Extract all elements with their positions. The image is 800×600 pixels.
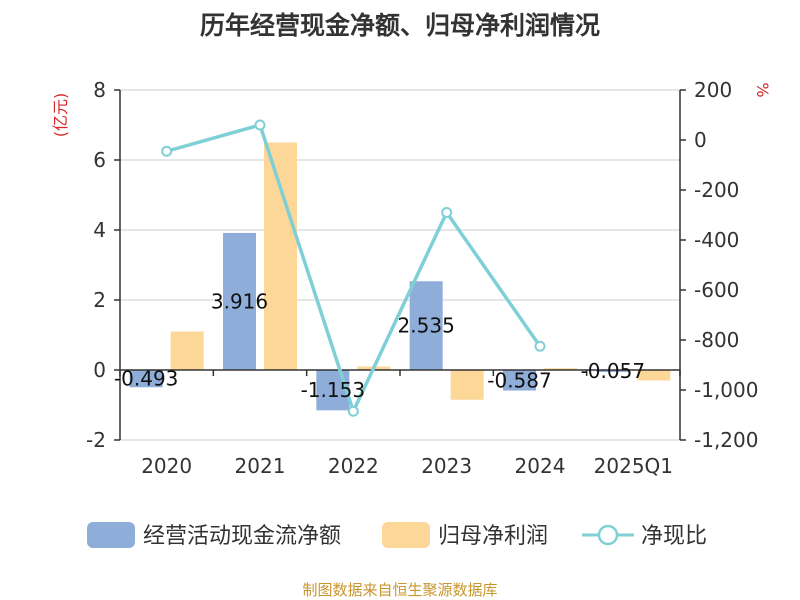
legend: 经营活动现金流净额 归母净利润 净现比 [87,522,707,549]
x-tick-label: 2024 [515,454,566,478]
legend-swatch-netprofit [382,522,430,548]
x-tick-label: 2021 [235,454,286,478]
x-tick-label: 2025Q1 [594,454,673,478]
bars [129,142,671,411]
chart-title: 历年经营现金净额、归母净利润情况 [199,11,600,40]
right-tick-label: -800 [694,328,739,352]
axes: -2 0 2 4 6 8 (亿元) -1,200 -1,000 -800 -600 -400 -200 0… [51,78,772,478]
left-tick-label: 0 [93,358,106,382]
data-label: -1.153 [301,378,365,402]
bar-cashflow [503,370,536,391]
left-tick-label: -2 [86,428,106,452]
left-tick-label: 4 [93,218,106,242]
line-point [161,145,173,157]
bar-cashflow [596,370,630,372]
bar-cashflow [223,232,256,370]
bar-netprofit [637,370,671,381]
line-point [441,207,453,218]
legend-label-netprofit: 归母净利润 [438,524,548,549]
bar-netprofit [450,370,484,400]
data-label: -0.587 [487,368,551,392]
bar-netprofit [544,368,577,370]
data-labels: -0.493 3.916 -1.153 2.535 -0.587 -0.057 [114,289,645,402]
data-label: -0.493 [114,367,178,391]
legend-swatch-cashflow [87,522,135,548]
left-tick-label: 8 [93,78,106,102]
line-point [254,119,266,131]
legend-marker-ratio [597,524,619,546]
bar-cashflow [129,370,163,388]
right-tick-label: -200 [694,178,739,202]
source-note: 制图数据来自恒生聚源数据库 [302,581,498,599]
right-axis-unit: % [753,82,772,97]
right-tick-label: -1,000 [694,378,758,402]
bar-netprofit [264,142,297,370]
x-tick-label: 2022 [328,454,379,478]
data-label: 3.916 [211,289,268,313]
line-netcash-ratio [166,122,542,416]
line-series [161,119,546,417]
legend-label-cashflow: 经营活动现金流净额 [143,524,341,549]
left-tick-label: 2 [93,288,106,312]
right-tick-label: 200 [694,78,732,102]
data-label: -0.057 [581,359,645,383]
left-tick-label: 6 [93,148,106,172]
legend-label-ratio: 净现比 [641,524,707,549]
right-tick-label: -400 [694,228,739,252]
right-tick-label: -1,200 [694,428,758,452]
x-tick-label: 2020 [141,454,192,478]
line-point [534,340,546,352]
data-label: 2.535 [398,314,455,338]
right-tick-label: 0 [694,128,707,152]
x-tick-label: 2023 [421,454,472,478]
line-point [347,405,359,417]
bar-cashflow [409,281,443,370]
right-tick-label: -600 [694,278,739,302]
bar-netprofit [170,331,204,370]
left-axis-unit: (亿元) [51,93,70,138]
